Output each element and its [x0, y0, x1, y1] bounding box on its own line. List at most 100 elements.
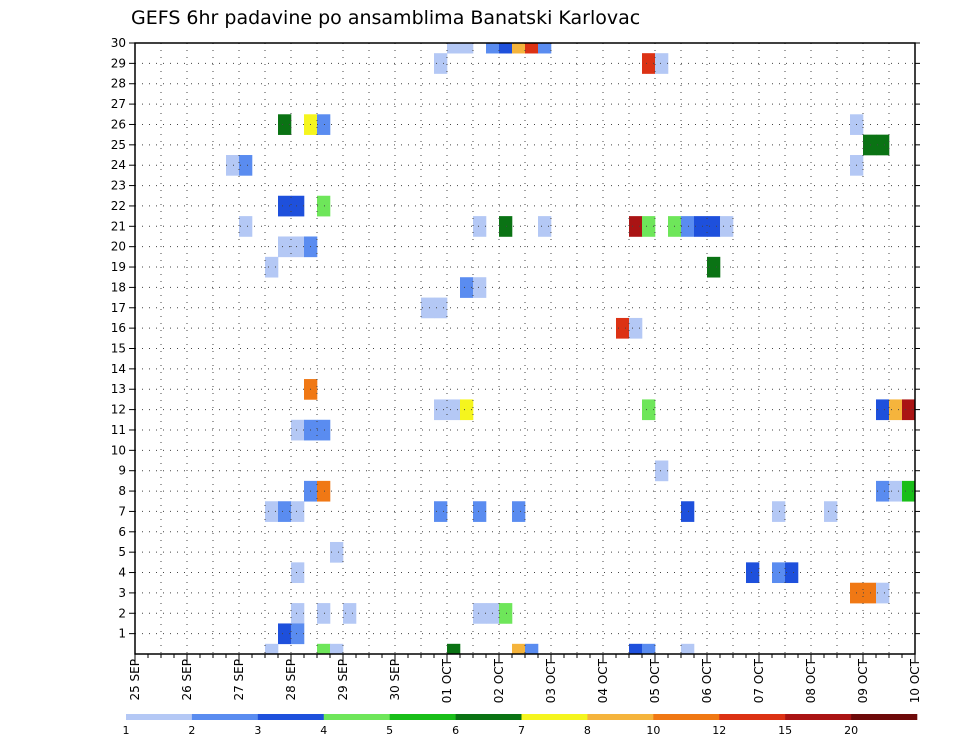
precip-cell	[538, 216, 552, 237]
precip-cell	[291, 236, 305, 258]
x-tick-label: 01 OCT	[440, 658, 454, 703]
colorbar-label: 5	[386, 724, 393, 737]
precip-cell	[902, 480, 916, 502]
x-tick-label: 30 SEP	[388, 659, 402, 701]
precip-cell	[720, 216, 734, 237]
x-tick-label: 02 OCT	[492, 658, 506, 703]
precip-cell	[291, 603, 305, 624]
colorbar-segment	[323, 714, 390, 720]
colorbar-segment	[587, 714, 654, 720]
precip-cell	[889, 399, 903, 421]
precip-cell	[642, 216, 656, 237]
precip-cell	[265, 501, 279, 522]
y-tick-label: 21	[111, 219, 126, 233]
precip-cell	[434, 297, 448, 319]
precip-cell	[278, 195, 292, 217]
precip-cell	[746, 562, 760, 584]
precip-cell	[317, 603, 331, 624]
y-tick-label: 5	[118, 545, 126, 559]
precip-cell	[876, 134, 890, 156]
precip-cell	[317, 195, 331, 217]
y-tick-label: 30	[111, 36, 126, 50]
x-tick-label: 25 SEP	[128, 659, 142, 701]
y-tick-label: 11	[111, 423, 126, 437]
precip-cell	[876, 582, 890, 604]
colorbar-segment	[126, 714, 193, 720]
precip-cell	[434, 53, 448, 74]
precip-cell	[629, 216, 643, 237]
y-tick-label: 23	[111, 179, 126, 193]
precip-cell	[824, 501, 838, 522]
precip-cell	[512, 643, 526, 655]
colorbar-label: 1	[123, 724, 130, 737]
precip-cell	[291, 623, 305, 645]
precip-cell	[629, 317, 643, 339]
precip-cell	[421, 297, 435, 319]
colorbar-segment	[785, 714, 852, 720]
x-tick-label: 27 SEP	[232, 659, 246, 701]
y-axis: 1234567891011121314151617181920212223242…	[111, 36, 920, 641]
precip-cell	[434, 399, 448, 421]
precip-cell	[291, 195, 305, 217]
precip-cell	[343, 603, 357, 624]
precip-cell	[278, 236, 292, 258]
precip-cell	[239, 216, 253, 237]
precip-cell	[499, 43, 513, 54]
y-tick-label: 18	[111, 280, 126, 294]
precip-cell	[486, 43, 500, 54]
y-tick-label: 8	[118, 484, 126, 498]
precip-cell	[447, 643, 461, 655]
precip-cell	[655, 460, 669, 482]
precip-cell	[473, 277, 487, 298]
y-tick-label: 16	[111, 321, 126, 335]
precip-cell	[538, 43, 552, 54]
x-tick-label: 05 OCT	[648, 658, 662, 703]
precip-cell	[434, 501, 448, 522]
precip-cell	[889, 480, 903, 502]
precip-cell	[291, 501, 305, 522]
colorbar-label: 6	[452, 724, 459, 737]
colorbar-segment	[719, 714, 786, 720]
precip-cell	[473, 216, 487, 237]
precip-cell	[473, 501, 487, 522]
precip-cell	[772, 562, 786, 584]
x-tick-label: 29 SEP	[336, 659, 350, 701]
y-tick-label: 6	[118, 525, 126, 539]
x-tick-label: 07 OCT	[752, 658, 766, 703]
precip-cell	[772, 501, 786, 522]
precip-cell	[707, 216, 721, 237]
precip-cell	[642, 399, 656, 421]
precip-cell	[330, 541, 344, 563]
precip-cell	[902, 399, 916, 421]
y-tick-label: 15	[111, 342, 126, 356]
precip-cell	[616, 317, 630, 339]
colorbar-label: 3	[254, 724, 261, 737]
y-tick-label: 26	[111, 117, 126, 131]
precip-cell	[265, 643, 279, 655]
precip-cell	[447, 399, 461, 421]
precip-cell	[317, 643, 331, 655]
colorbar-segment	[191, 714, 259, 720]
precip-cell	[473, 603, 487, 624]
precip-cell	[863, 134, 877, 156]
precip-cell	[694, 216, 708, 237]
precip-cell	[278, 114, 292, 135]
colorbar-label: 20	[844, 724, 858, 737]
x-axis: 25 SEP 26 SEP 27 SEP 28 SEP 29 SEP 30 SEP 01 O…	[128, 654, 922, 703]
precip-cell	[317, 419, 331, 441]
precip-cell	[785, 562, 799, 584]
precip-cell	[876, 399, 890, 421]
x-tick-label: 26 SEP	[180, 659, 194, 701]
colorbar-segment	[521, 714, 588, 720]
y-tick-label: 25	[111, 138, 126, 152]
y-tick-label: 29	[111, 56, 126, 70]
y-tick-label: 7	[118, 504, 126, 518]
colorbar: 1 2 3 4 5 6 7 8 10 12 15 20	[123, 714, 918, 737]
precip-cell	[642, 643, 656, 655]
y-tick-label: 14	[111, 362, 126, 376]
colorbar-label: 12	[712, 724, 726, 737]
precip-cell	[460, 277, 474, 298]
y-tick-label: 27	[111, 97, 126, 111]
precip-cell	[512, 43, 526, 54]
